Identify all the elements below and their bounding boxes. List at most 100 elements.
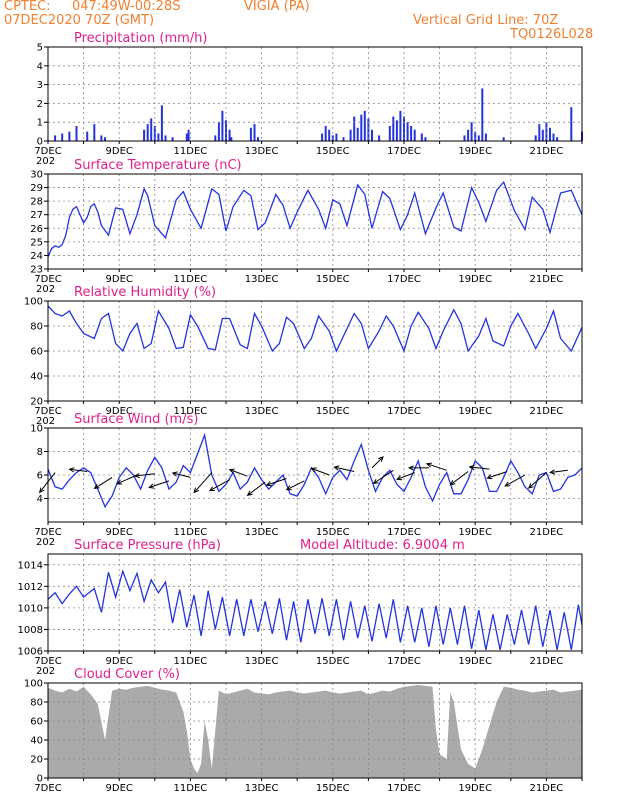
precip-bar xyxy=(143,129,146,141)
wind-vector xyxy=(334,466,355,472)
precip-bar xyxy=(545,122,548,141)
wind-vector xyxy=(172,472,191,478)
x-year-label: 202 xyxy=(36,666,55,677)
x-tick-label: 11DEC xyxy=(174,783,208,794)
y-tick-label: 26 xyxy=(30,224,43,235)
wind-vector-head xyxy=(396,475,403,481)
precip-bar xyxy=(541,129,544,141)
x-tick-label: 15DEC xyxy=(316,274,350,285)
y-tick-label: 1012 xyxy=(18,582,43,593)
wind-vector-head xyxy=(265,481,272,487)
wind-vector xyxy=(371,456,384,469)
y-tick-label: 60 xyxy=(30,347,43,358)
y-tick-label: 5 xyxy=(37,43,43,54)
precip-bar xyxy=(225,120,227,141)
y-tick-label: 0 xyxy=(37,137,43,148)
panel-title: Precipitation (mm/h) xyxy=(74,31,207,46)
x-tick-label: 13DEC xyxy=(245,146,279,157)
wind-vector xyxy=(69,468,88,472)
header-grid-line: Vertical Grid Line: 70Z xyxy=(413,13,559,28)
x-tick-label: 15DEC xyxy=(316,146,350,157)
y-tick-label: 0 xyxy=(37,774,43,785)
y-tick-label: 6 xyxy=(37,471,43,482)
precip-bar xyxy=(185,133,188,141)
precip-bar xyxy=(257,137,259,141)
precip-bar xyxy=(349,129,352,141)
x-tick-label: 9DEC xyxy=(106,146,133,157)
x-tick-label: 13DEC xyxy=(245,783,279,794)
y-tick-label: 20 xyxy=(30,755,43,766)
panel-frame xyxy=(47,46,583,142)
precip-bar xyxy=(230,137,233,141)
x-tick-label: 19DEC xyxy=(458,783,492,794)
wind-vector-head xyxy=(425,462,432,468)
precip-bar xyxy=(228,129,231,141)
panel-frame xyxy=(47,173,583,270)
precip-bar xyxy=(470,122,473,141)
precip-bar xyxy=(104,137,106,141)
precip-bar xyxy=(150,118,153,141)
precip-bar xyxy=(392,116,395,141)
precip-bar xyxy=(502,137,505,141)
x-tick-label: 15DEC xyxy=(316,527,350,538)
wind-vector xyxy=(209,479,230,492)
y-tick-label: 10 xyxy=(30,424,43,435)
series-line xyxy=(48,569,582,651)
wind-vector-head xyxy=(285,485,292,491)
x-tick-label: 7DEC xyxy=(34,527,61,538)
precip-bar xyxy=(388,126,391,141)
y-tick-label: 1014 xyxy=(18,560,43,571)
y-tick-label: 100 xyxy=(24,297,43,308)
x-year-label: 202 xyxy=(36,537,55,548)
y-tick-label: 24 xyxy=(30,251,43,262)
y-tick-label: 30 xyxy=(30,170,43,181)
x-tick-label: 9DEC xyxy=(106,656,133,667)
y-tick-label: 20 xyxy=(30,397,43,408)
panel-title: Surface Wind (m/s) xyxy=(74,412,198,427)
precip-bar xyxy=(157,133,160,141)
x-tick-label: 7DEC xyxy=(34,656,61,667)
y-tick-label: 100 xyxy=(24,679,43,690)
y-tick-label: 28 xyxy=(30,197,43,208)
y-tick-label: 4 xyxy=(37,61,43,72)
wind-vector-head xyxy=(193,487,199,494)
x-tick-label: 9DEC xyxy=(106,527,133,538)
wind-vector xyxy=(39,472,56,493)
wind-vector-head xyxy=(38,487,45,494)
y-tick-label: 40 xyxy=(30,372,43,383)
header-station: VIGIA (PA) xyxy=(244,0,310,14)
precip-bar xyxy=(367,118,370,141)
x-tick-label: 13DEC xyxy=(245,406,279,417)
precip-bar xyxy=(146,124,149,141)
y-tick-label: 29 xyxy=(30,183,43,194)
x-tick-label: 7DEC xyxy=(34,406,61,417)
wind-vector-head xyxy=(68,467,75,473)
y-tick-label: 4 xyxy=(37,494,43,505)
y-tick-label: 23 xyxy=(30,265,43,276)
header-source: CPTEC: xyxy=(4,0,51,14)
x-year-label: 202 xyxy=(36,284,55,295)
x-tick-label: 9DEC xyxy=(106,783,133,794)
precip-bar xyxy=(253,124,256,141)
precip-bar xyxy=(538,124,541,141)
precip-bar xyxy=(93,124,96,141)
x-tick-label: 15DEC xyxy=(316,656,350,667)
precip-bar xyxy=(221,110,224,141)
wind-vector xyxy=(311,467,330,476)
y-tick-label: 25 xyxy=(30,237,43,248)
precip-bar xyxy=(86,131,89,141)
header-date: 07DEC2020 70Z (GMT) xyxy=(4,13,155,28)
y-tick-label: 8 xyxy=(37,447,43,458)
precip-bar xyxy=(75,126,78,141)
precip-bar xyxy=(217,122,220,141)
precip-bar xyxy=(481,88,484,141)
precip-bar xyxy=(356,127,359,141)
x-tick-label: 11DEC xyxy=(174,406,208,417)
wind-vector-head xyxy=(527,483,534,489)
x-tick-label: 19DEC xyxy=(458,406,492,417)
precip-bar xyxy=(467,129,470,141)
x-tick-label: 19DEC xyxy=(458,146,492,157)
wind-vector-head xyxy=(208,486,215,492)
x-tick-label: 21DEC xyxy=(530,527,564,538)
